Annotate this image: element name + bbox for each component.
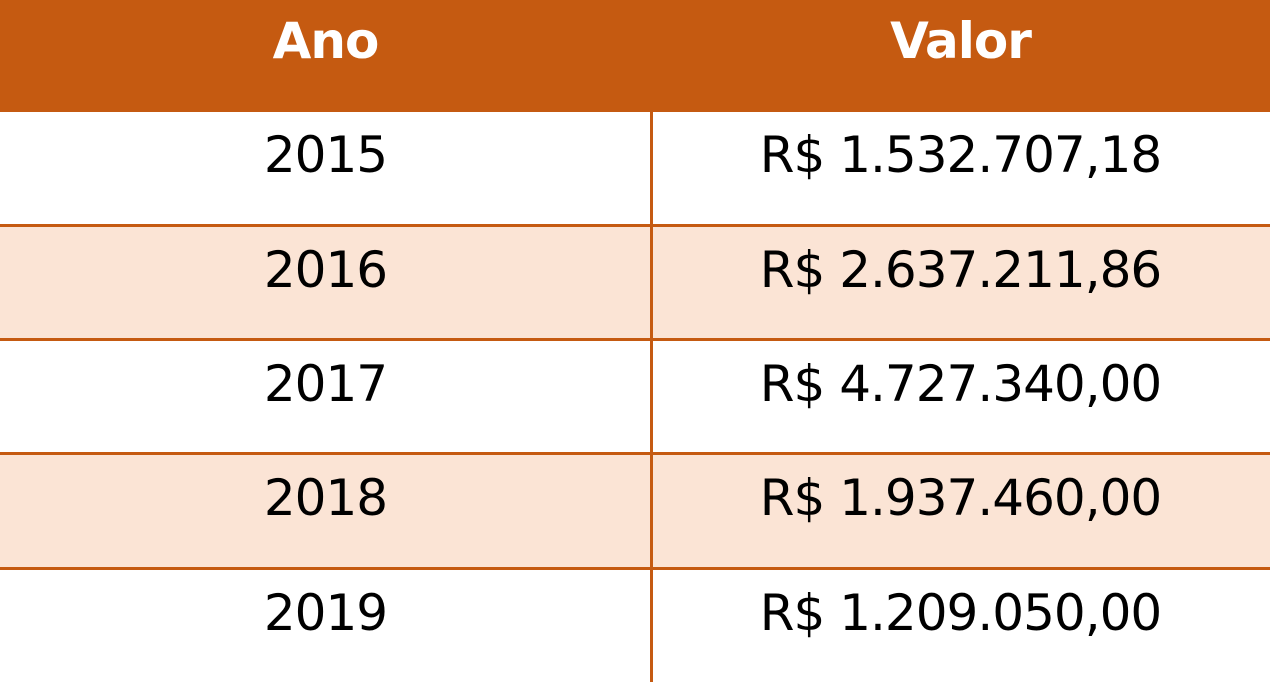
cell-ano: 2017 xyxy=(263,355,388,413)
row-divider xyxy=(0,224,1270,227)
table-row: 2018 R$ 1.937.460,00 xyxy=(0,455,1270,568)
cell-ano: 2016 xyxy=(263,241,388,299)
header-valor: Valor xyxy=(890,12,1032,70)
table-row: 2016 R$ 2.637.211,86 xyxy=(0,227,1270,340)
cell-ano: 2019 xyxy=(263,584,388,642)
cell-valor: R$ 1.937.460,00 xyxy=(759,469,1162,527)
table-row: 2017 R$ 4.727.340,00 xyxy=(0,341,1270,454)
column-divider xyxy=(650,112,653,682)
cell-valor: R$ 1.532.707,18 xyxy=(759,126,1162,184)
table-row: 2019 R$ 1.209.050,00 xyxy=(0,570,1270,682)
cell-valor: R$ 2.637.211,86 xyxy=(759,241,1162,299)
table-row: 2015 R$ 1.532.707,18 xyxy=(0,112,1270,225)
table-header: Ano Valor xyxy=(0,0,1270,112)
cell-valor: R$ 1.209.050,00 xyxy=(759,584,1162,642)
cell-valor: R$ 4.727.340,00 xyxy=(759,355,1162,413)
row-divider xyxy=(0,452,1270,455)
cell-ano: 2018 xyxy=(263,469,388,527)
row-divider xyxy=(0,567,1270,570)
cell-ano: 2015 xyxy=(263,126,388,184)
row-divider xyxy=(0,338,1270,341)
header-ano: Ano xyxy=(272,12,380,70)
